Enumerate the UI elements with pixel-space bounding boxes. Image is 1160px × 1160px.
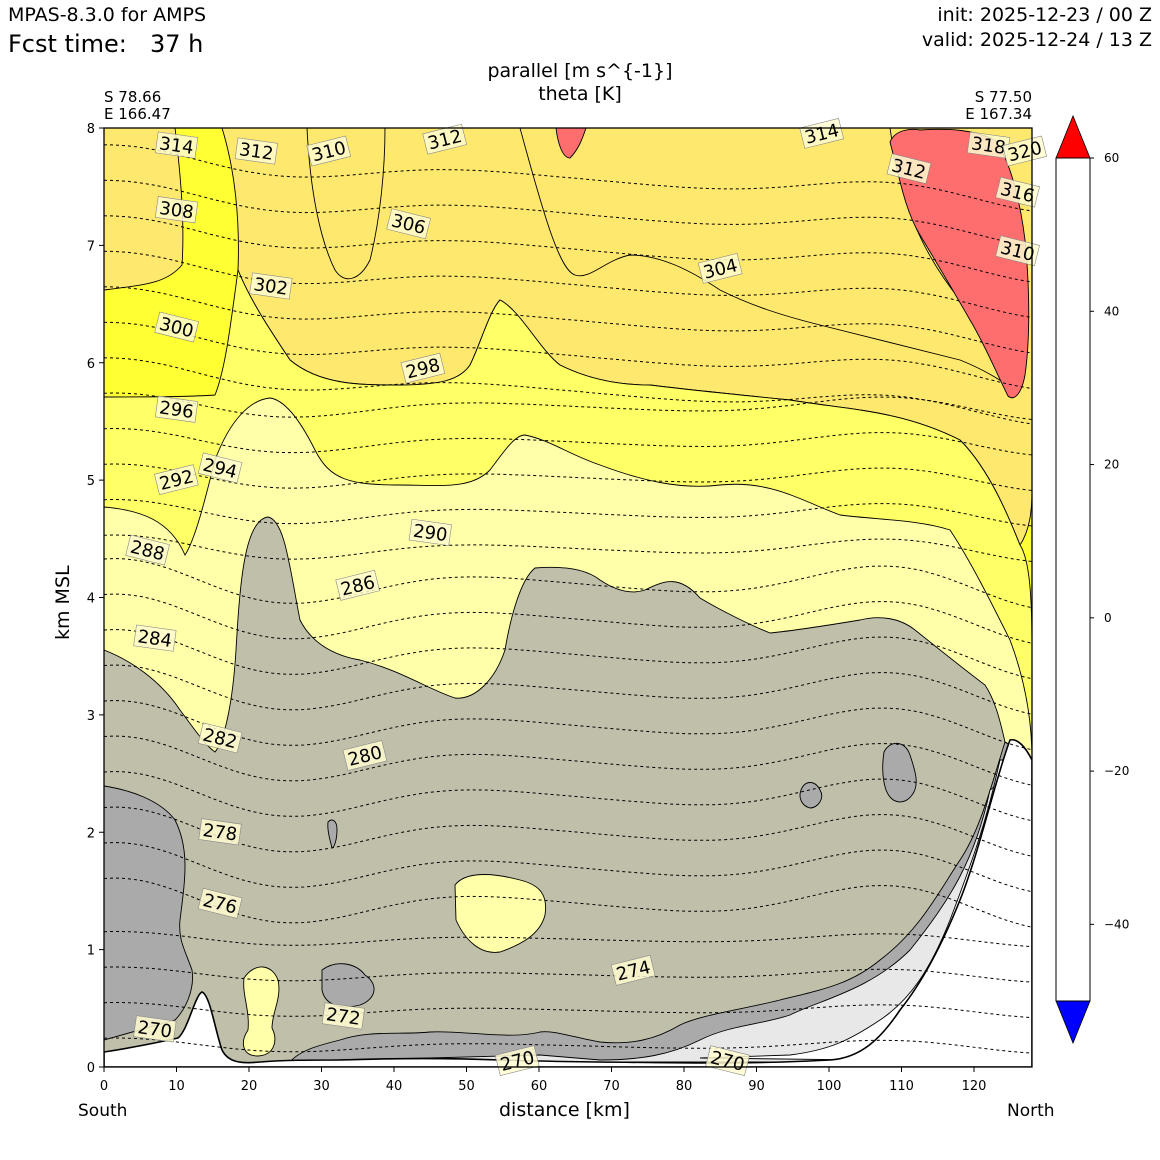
colorbar-tick-label-0: 0 bbox=[1104, 611, 1112, 625]
svg-text:296: 296 bbox=[158, 397, 195, 423]
north-label: North bbox=[1007, 1101, 1055, 1121]
left-endpoint-lat: S 78.66 bbox=[104, 88, 162, 106]
colorbar-extend-max bbox=[1055, 114, 1091, 159]
theta-isentrope-20 bbox=[104, 321, 1032, 389]
y-tick-label-3: 3 bbox=[87, 709, 95, 724]
theta-label-284-9: 284 bbox=[133, 624, 177, 652]
theta-isentrope-1 bbox=[104, 1002, 1032, 1019]
fcst-time-label: Fcst time: bbox=[8, 30, 127, 58]
svg-text:308: 308 bbox=[158, 198, 195, 224]
x-tick-label-100: 100 bbox=[817, 1079, 842, 1094]
wind-fill-7 bbox=[104, 785, 193, 1041]
theta-isentrope-15 bbox=[104, 498, 1032, 527]
svg-text:290: 290 bbox=[412, 521, 449, 547]
init-time: init: 2025-12-23 / 00 Z bbox=[937, 4, 1152, 26]
wind-fill-15 bbox=[454, 874, 547, 953]
x-tick-label-50: 50 bbox=[458, 1079, 475, 1094]
colorbar-tick-label--40: −40 bbox=[1104, 917, 1129, 931]
wind-fill-8 bbox=[289, 741, 1032, 1063]
x-tick-label-0: 0 bbox=[100, 1079, 108, 1094]
chart-title-line2: theta [K] bbox=[538, 83, 622, 105]
x-tick-label-40: 40 bbox=[386, 1079, 403, 1094]
theta-label-270-0: 270 bbox=[133, 1015, 177, 1043]
theta-isentrope-0 bbox=[104, 1037, 1032, 1054]
theta-label-272-3: 272 bbox=[321, 1002, 365, 1030]
svg-text:272: 272 bbox=[325, 1004, 362, 1030]
terrain-surface bbox=[104, 738, 1032, 1067]
x-tick-label-120: 120 bbox=[962, 1079, 987, 1094]
chart-title-line1: parallel [m s^{-1}] bbox=[487, 60, 673, 82]
theta-label-278-6: 278 bbox=[198, 818, 242, 846]
south-label: South bbox=[78, 1101, 128, 1121]
theta-label-312-24: 312 bbox=[234, 137, 278, 165]
x-axis-label: distance [km] bbox=[499, 1099, 630, 1121]
x-tick-label-110: 110 bbox=[889, 1079, 914, 1094]
theta-isentrope-21 bbox=[104, 286, 1032, 354]
colorbar-tick-label-20: 20 bbox=[1104, 458, 1119, 472]
theta-label-290-12: 290 bbox=[408, 518, 452, 547]
theta-isentrope-19 bbox=[104, 357, 1032, 425]
fcst-time-value: 37 h bbox=[150, 30, 204, 58]
theta-isentrope-14 bbox=[104, 534, 1032, 562]
svg-text:318: 318 bbox=[970, 133, 1007, 159]
y-tick-label-6: 6 bbox=[87, 357, 95, 372]
theta-isentrope-2 bbox=[104, 966, 1032, 983]
valid-time: valid: 2025-12-24 / 13 Z bbox=[921, 29, 1152, 51]
wind-fill-11 bbox=[321, 963, 375, 1008]
theta-label-296-15: 296 bbox=[154, 395, 199, 423]
theta-label-302-18: 302 bbox=[249, 272, 293, 300]
x-tick-label-80: 80 bbox=[676, 1079, 693, 1094]
svg-text:314: 314 bbox=[158, 133, 195, 159]
colorbar-tick-label--20: −20 bbox=[1104, 764, 1129, 778]
theta-label-312-25: 312 bbox=[422, 123, 467, 155]
y-tick-label-5: 5 bbox=[87, 474, 95, 489]
wind-fill-12 bbox=[882, 742, 917, 803]
wind-fill-17 bbox=[889, 128, 1030, 399]
model-title: MPAS-8.3.0 for AMPS bbox=[8, 4, 207, 26]
theta-isentrope-3 bbox=[104, 931, 1032, 948]
theta-label-318-30: 318 bbox=[966, 131, 1011, 159]
x-tick-label-90: 90 bbox=[748, 1079, 765, 1094]
right-endpoint-lon: E 167.34 bbox=[965, 105, 1032, 123]
x-tick-label-10: 10 bbox=[168, 1079, 185, 1094]
svg-text:312: 312 bbox=[238, 139, 275, 165]
theta-label-298-16: 298 bbox=[400, 352, 446, 384]
colorbar-tick-label-40: 40 bbox=[1104, 304, 1119, 318]
theta-isentrope-25 bbox=[104, 144, 1032, 212]
colorbar-extend-min bbox=[1055, 1000, 1091, 1045]
y-tick-label-2: 2 bbox=[87, 826, 95, 841]
wind-fill-18 bbox=[555, 128, 587, 159]
wind-fill-6 bbox=[104, 516, 1032, 1067]
y-tick-label-1: 1 bbox=[87, 944, 95, 959]
x-tick-label-60: 60 bbox=[531, 1079, 548, 1094]
left-endpoint-lon: E 166.47 bbox=[104, 105, 171, 123]
y-tick-label-0: 0 bbox=[87, 1061, 95, 1076]
y-tick-label-7: 7 bbox=[87, 239, 95, 254]
x-tick-label-20: 20 bbox=[241, 1079, 258, 1094]
y-tick-label-4: 4 bbox=[87, 592, 95, 607]
svg-text:270: 270 bbox=[136, 1017, 173, 1043]
colorbar-frame bbox=[1055, 157, 1091, 1002]
wind-fill-16 bbox=[242, 966, 280, 1057]
theta-label-314-27: 314 bbox=[154, 131, 199, 159]
svg-text:302: 302 bbox=[252, 274, 289, 300]
theta-isentrope-18 bbox=[104, 392, 1032, 420]
y-tick-label-8: 8 bbox=[87, 122, 95, 137]
right-endpoint-lat: S 77.50 bbox=[974, 88, 1032, 106]
x-tick-label-30: 30 bbox=[313, 1079, 330, 1094]
theta-isentrope-23 bbox=[104, 215, 1032, 283]
theta-isentrope-17 bbox=[104, 427, 1032, 456]
svg-text:278: 278 bbox=[201, 820, 238, 846]
wind-fill-13 bbox=[799, 782, 823, 809]
x-tick-label-70: 70 bbox=[603, 1079, 620, 1094]
wind-fill-14 bbox=[327, 819, 338, 849]
svg-text:284: 284 bbox=[136, 626, 173, 652]
wind-fill-2 bbox=[306, 128, 386, 280]
theta-isentrope-24 bbox=[104, 179, 1032, 247]
colorbar-tick-label-60: 60 bbox=[1104, 151, 1119, 165]
theta-label-308-21: 308 bbox=[154, 196, 199, 224]
theta-isentrope-16 bbox=[104, 463, 1032, 491]
